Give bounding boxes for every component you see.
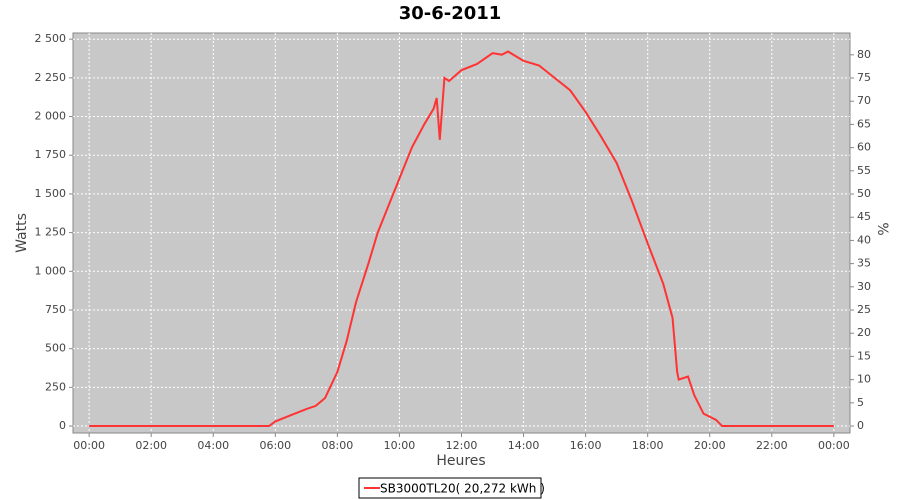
x-tick-label: 20:00	[694, 439, 726, 452]
y2-tick-label: 0	[857, 419, 864, 432]
x-tick-label: 22:00	[756, 439, 788, 452]
y2-tick-label: 45	[857, 210, 871, 223]
y-tick-label: 1 750	[35, 148, 67, 161]
y2-tick-label: 5	[857, 396, 864, 409]
y-tick-label: 1 250	[35, 226, 67, 239]
x-tick-label: 00:00	[818, 439, 850, 452]
x-tick-label: 18:00	[632, 439, 664, 452]
y2-tick-label: 10	[857, 373, 871, 386]
y2-tick-label: 55	[857, 164, 871, 177]
y-tick-label: 2 250	[35, 71, 67, 84]
y-tick-label: 250	[45, 380, 66, 393]
y2-tick-label: 65	[857, 117, 871, 130]
legend-box	[358, 477, 542, 499]
y2-tick-label: 75	[857, 71, 871, 84]
x-tick-label: 08:00	[322, 439, 354, 452]
y-tick-label: 2 000	[35, 110, 67, 123]
y2-tick-label: 20	[857, 326, 871, 339]
y2-tick-label: 60	[857, 141, 871, 154]
chart-title: 30-6-2011	[399, 3, 502, 24]
x-tick-label: 10:00	[384, 439, 416, 452]
y2-tick-label: 25	[857, 303, 871, 316]
x-tick-label: 14:00	[508, 439, 540, 452]
y2-tick-label: 70	[857, 94, 871, 107]
y2-tick-label: 40	[857, 233, 871, 246]
series-line	[89, 50, 834, 428]
y2-tick-label: 50	[857, 187, 871, 200]
y-tick-label: 750	[45, 303, 66, 316]
x-tick-label: 00:00	[73, 439, 105, 452]
legend-label: SB3000TL20( 20,272 kWh )	[380, 482, 545, 496]
y-tick-label: 1 000	[35, 264, 67, 277]
y-tick-label: 500	[45, 342, 66, 355]
x-tick-label: 16:00	[570, 439, 602, 452]
y-tick-label: 0	[59, 419, 66, 432]
x-tick-label: 06:00	[259, 439, 291, 452]
y2-tick-label: 35	[857, 257, 871, 270]
y2-tick-label: 30	[857, 280, 871, 293]
y2-axis-label: %	[874, 222, 890, 235]
y-tick-label: 2 500	[35, 32, 67, 45]
x-tick-label: 02:00	[135, 439, 167, 452]
x-tick-label: 12:00	[446, 439, 478, 452]
y2-tick-label: 15	[857, 349, 871, 362]
y-axis-label: Watts	[14, 213, 30, 253]
y2-tick-label: 80	[857, 48, 871, 61]
x-axis-label: Heures	[436, 453, 485, 469]
y-tick-label: 1 500	[35, 187, 67, 200]
x-tick-label: 04:00	[197, 439, 229, 452]
